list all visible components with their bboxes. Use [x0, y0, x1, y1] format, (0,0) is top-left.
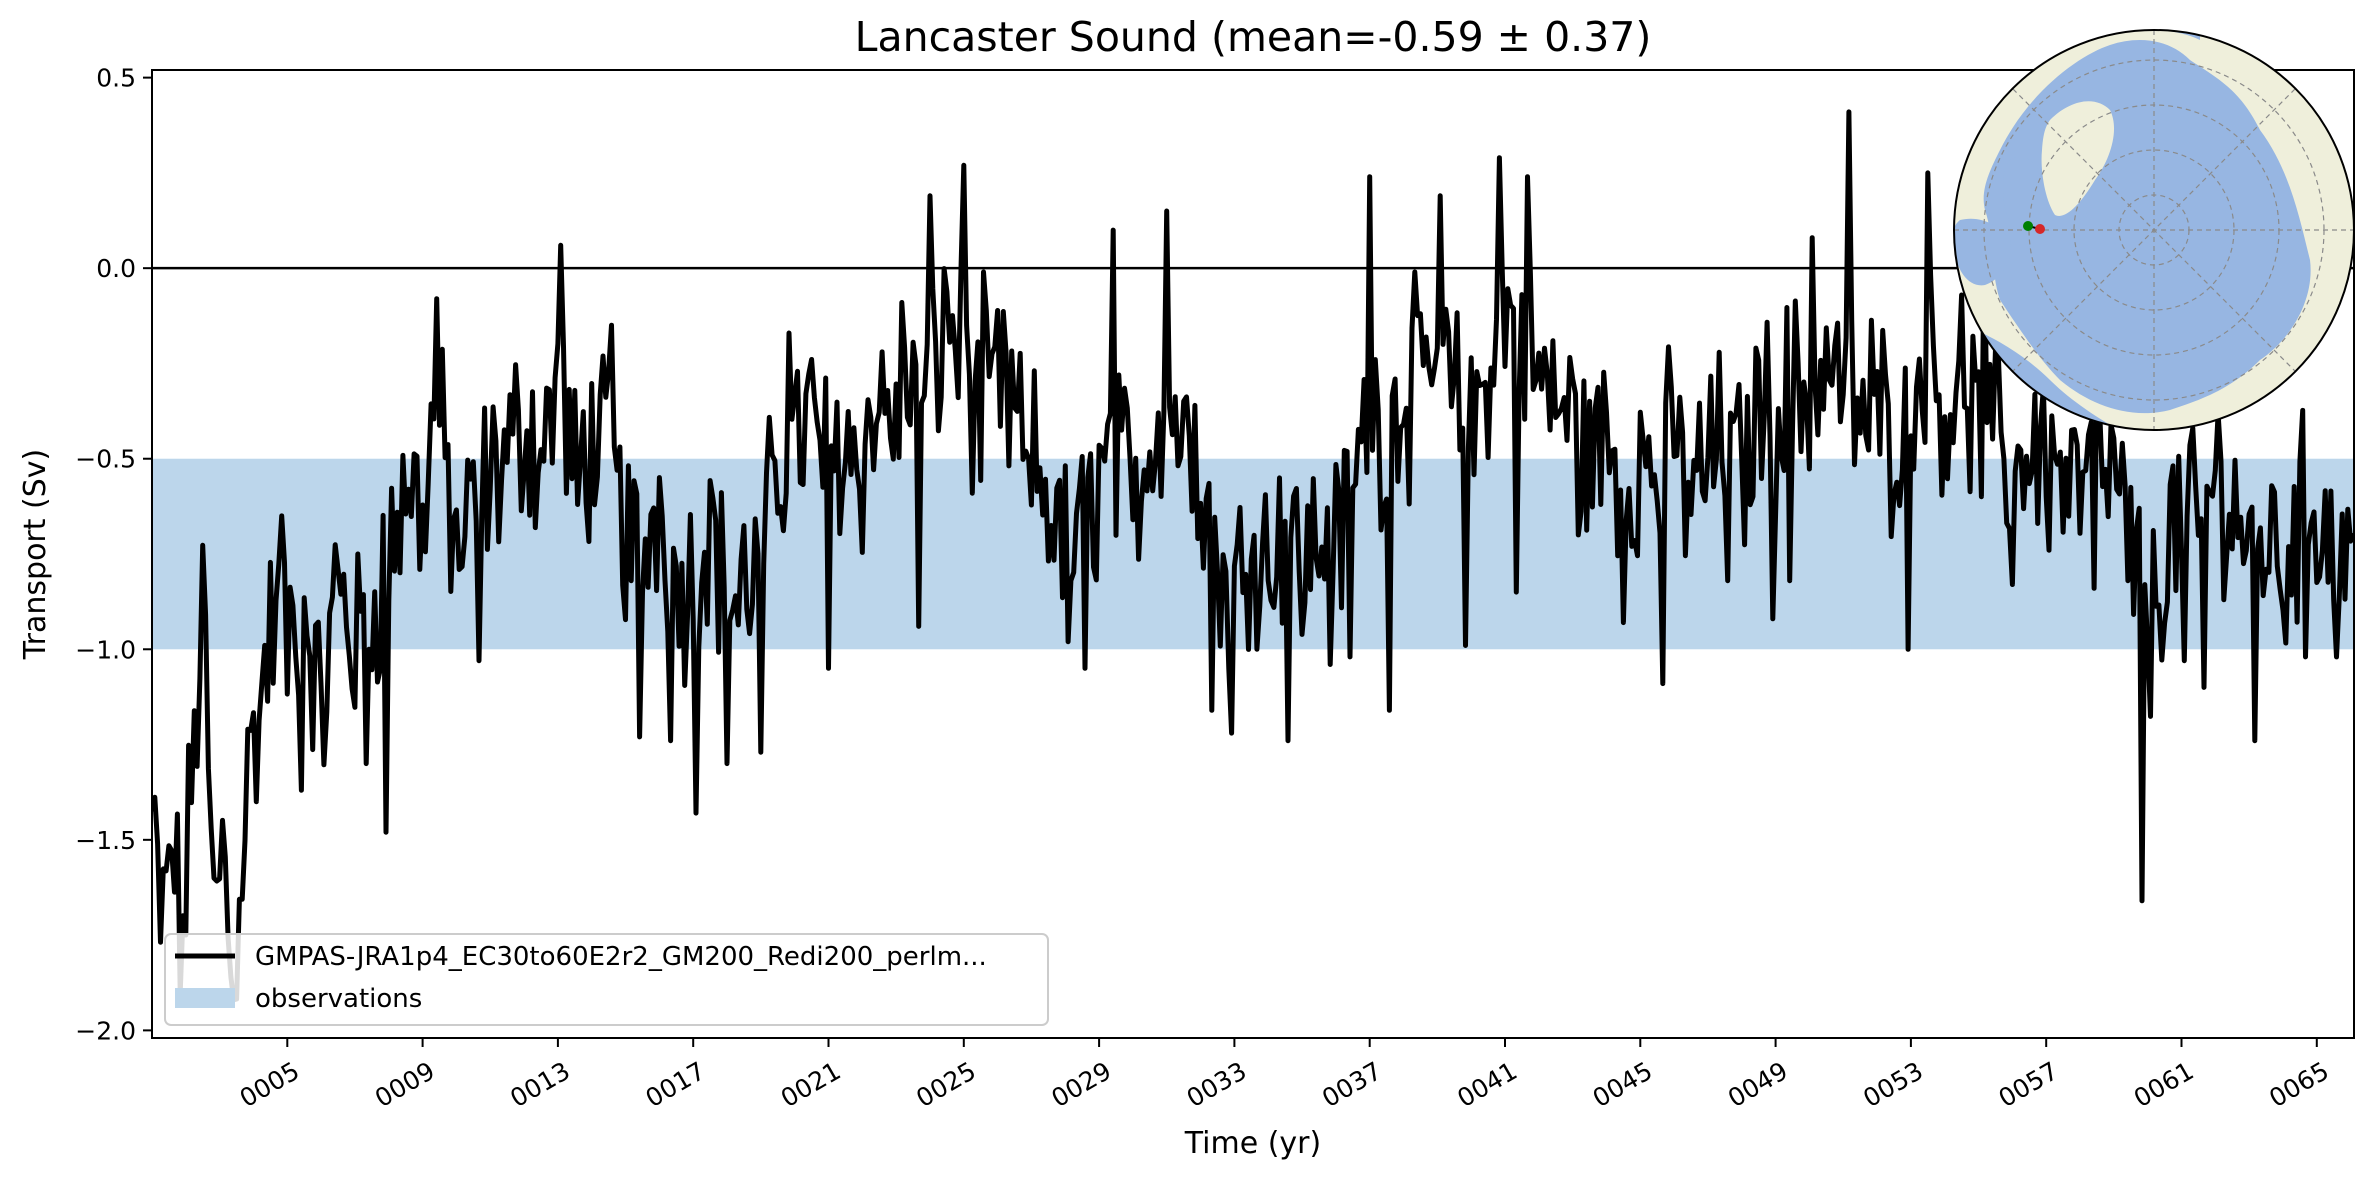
y-tick-label: −0.5	[75, 445, 136, 474]
legend: GMPAS-JRA1p4_EC30to60E2r2_GM200_Redi200_…	[164, 933, 1049, 1026]
x-tick-label: 0013	[505, 1056, 575, 1113]
x-tick-label: 0061	[2129, 1056, 2199, 1113]
x-tick-label: 0057	[1994, 1056, 2064, 1113]
y-tick-label: −2.0	[75, 1016, 136, 1045]
plot-frame	[151, 69, 2355, 1039]
x-tick-label: 0017	[641, 1056, 711, 1113]
x-tick-label: 0009	[370, 1056, 440, 1113]
x-tick-label: 0037	[1317, 1056, 1387, 1113]
chart-title: Lancaster Sound (mean=-0.59 ± 0.37)	[855, 13, 1652, 61]
x-tick-label: 0033	[1182, 1056, 1252, 1113]
y-tick-label: −1.5	[75, 826, 136, 855]
greenland-shape	[2041, 101, 2115, 216]
x-tick-label: 0005	[235, 1056, 305, 1113]
x-tick-label: 0065	[2264, 1056, 2334, 1113]
series-line-transport	[152, 109, 2354, 1003]
legend-patch-swatch	[175, 988, 235, 1008]
inset-map	[1953, 29, 2355, 431]
section-start-marker	[2023, 221, 2033, 231]
x-tick-label: 0021	[776, 1056, 846, 1113]
x-axis-label: Time (yr)	[1184, 1126, 1321, 1161]
y-tick-label: 0.0	[96, 254, 136, 283]
hudson-bay-shape	[1954, 218, 2011, 286]
map-graticule	[1954, 30, 2354, 430]
y-tick-label: 0.5	[96, 64, 136, 93]
x-tick-label: 0025	[911, 1056, 981, 1113]
section-end-marker	[2035, 224, 2045, 234]
x-tick-label: 0041	[1452, 1056, 1522, 1113]
map-border	[1953, 29, 2355, 431]
y-tick-label: −1.0	[75, 635, 136, 664]
y-axis-ticks: 0.5 0.0 −0.5 −1.0 −1.5 −2.0	[75, 64, 152, 1045]
y-axis-label: Transport (Sv)	[18, 449, 53, 661]
x-axis-ticks: 0005 0009 0013 0017 0021 0025 0029 0033 0037 0041…	[235, 1038, 2334, 1113]
legend-label-model: GMPAS-JRA1p4_EC30to60E2r2_GM200_Redi200_…	[255, 942, 987, 972]
legend-box	[164, 933, 1049, 1026]
x-tick-label: 0029	[1046, 1056, 1116, 1113]
x-tick-label: 0045	[1588, 1056, 1658, 1113]
x-tick-label: 0049	[1723, 1056, 1793, 1113]
legend-label-observations: observations	[255, 984, 422, 1014]
x-tick-label: 0053	[1858, 1056, 1928, 1113]
baffin-bay-shape	[2003, 156, 2046, 230]
